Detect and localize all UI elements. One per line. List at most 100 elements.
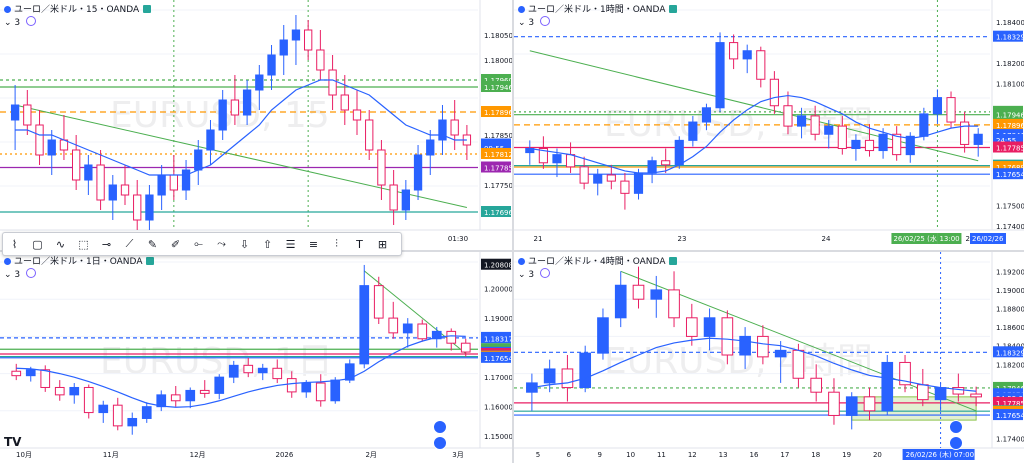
candle-body	[230, 99, 240, 116]
candle-body	[450, 119, 459, 136]
candle-body	[373, 285, 384, 319]
candle-body	[881, 361, 894, 412]
price-label: 1.18050	[484, 32, 512, 40]
candle-body	[402, 323, 413, 334]
candle-body	[878, 133, 888, 152]
candle-body	[316, 49, 325, 71]
text-tool-icon[interactable]: T	[356, 237, 363, 251]
fib-tool-icon[interactable]: ☰	[285, 237, 296, 251]
price-label: 1.18317	[484, 335, 512, 343]
chart-pane-4h[interactable]: EURUSD, 4時間 1.19200 1.19000 1.18800 1.18600…	[514, 252, 1024, 463]
candle-body	[863, 396, 876, 412]
candle-body	[10, 104, 20, 121]
indicator-toggle[interactable]: ⌄ 3	[4, 268, 37, 280]
candle-body	[960, 121, 970, 145]
regression-tool-icon[interactable]: ⫶	[335, 237, 338, 250]
candle-body	[291, 29, 301, 41]
candle-body	[552, 154, 562, 164]
candle-body	[35, 124, 44, 156]
indicator-toggle[interactable]: ⌄ 3	[518, 16, 551, 28]
time-label: 17	[780, 451, 789, 459]
price-label-bg	[481, 106, 511, 117]
candle-body	[257, 367, 268, 374]
arrow-up-tool-icon[interactable]: ⇧	[262, 237, 273, 251]
chart-canvas[interactable]: 1.180501.180001.179601.179461.178961.178…	[0, 0, 512, 250]
horizontal-ray-tool-icon[interactable]: ⟜	[194, 237, 203, 250]
moving-average-line	[529, 94, 979, 174]
parallel-channel-tool-icon[interactable]: ≡	[308, 237, 319, 251]
flag-circle-icon[interactable]	[433, 420, 447, 434]
pencil-tool-icon[interactable]: ✐	[170, 237, 181, 251]
chart-title: ユーロ／米ドル・1時間・OANDA	[518, 2, 678, 15]
price-label: 1.19200	[996, 268, 1024, 276]
indicator-icon[interactable]	[26, 16, 37, 26]
time-label: 12月	[190, 451, 206, 459]
chart-canvas[interactable]: 1.192001.190001.188001.186001.184001.183…	[514, 252, 1024, 463]
image-tool-icon[interactable]: ⊞	[377, 237, 388, 251]
candle-body	[218, 99, 227, 131]
candle-body	[525, 148, 535, 154]
candle-body	[632, 284, 645, 300]
candle-body	[340, 94, 349, 111]
price-label: 1.17896	[484, 109, 512, 117]
candle-body	[181, 169, 191, 191]
candle-body	[108, 184, 117, 201]
price-label-bg	[993, 409, 1023, 421]
flag-circle-icon[interactable]	[949, 420, 963, 434]
crosshair-date: 26/02/25 (水)	[893, 234, 939, 243]
brush-tool-icon[interactable]: ✎	[147, 237, 158, 251]
candle-body	[359, 285, 370, 365]
price-label-bg	[993, 133, 1023, 145]
price-label-bg	[481, 206, 511, 217]
polyline-tool-icon[interactable]: ∿	[55, 237, 66, 251]
price-label-bg	[481, 351, 511, 363]
chart-pane-15m[interactable]: EURUSD, 15 1.180501.180001.179601.179461…	[0, 0, 512, 250]
indicator-toggle[interactable]: ⌄ 3	[518, 268, 551, 280]
candle-body	[810, 115, 820, 135]
time-label: 18	[811, 451, 820, 459]
time-label: 2026	[275, 451, 293, 459]
indicator-icon[interactable]	[540, 268, 551, 278]
candle-body	[647, 160, 657, 174]
candle-body	[170, 394, 181, 402]
candle-body	[824, 125, 834, 135]
comment-tool-icon[interactable]: ▢	[32, 237, 43, 251]
indicator-icon[interactable]	[26, 268, 37, 278]
candle-body	[919, 113, 929, 137]
price-label: 1.17946	[484, 84, 512, 92]
cursor-tool-icon[interactable]: ⌇	[11, 237, 18, 251]
symbol-icon	[518, 6, 525, 13]
rectangle-tool-icon[interactable]: ⬚	[78, 237, 89, 251]
price-label: 1.18400	[996, 19, 1024, 27]
candle-body	[579, 166, 589, 184]
flag-circle-icon[interactable]	[949, 436, 963, 450]
chart-title: ユーロ／米ドル・1日・OANDA	[4, 254, 155, 267]
price-label: 1.18000	[484, 57, 512, 65]
price-label: 1.15000	[484, 433, 512, 441]
candle-body	[330, 379, 341, 402]
chart-pane-1d[interactable]: EURUSD, 1日 1.208081.200001.190001.183291…	[0, 252, 512, 463]
price-label: 1.18100	[996, 80, 1024, 88]
candle-body	[688, 121, 698, 141]
price-label-bg	[481, 81, 511, 92]
candle-body	[579, 352, 592, 389]
indicator-icon[interactable]	[540, 16, 551, 26]
path-tool-icon[interactable]: ⤳	[217, 237, 226, 250]
chart-canvas[interactable]: 1.184001.183291.182001.181001.179601.179…	[514, 0, 1024, 250]
flag-circle-icon[interactable]	[433, 436, 447, 450]
chart-pane-1h[interactable]: EURUSD, 1時間 1.18400 1.18329 1.18200 1.18100…	[514, 0, 1024, 250]
candle-body	[769, 78, 779, 107]
trendline-tool-icon[interactable]: ⟋	[125, 237, 134, 250]
candle-body	[352, 109, 362, 121]
candle-body	[98, 404, 109, 414]
candle-body	[593, 174, 603, 184]
candle-body	[597, 317, 609, 354]
ray-tool-icon[interactable]: ⊸	[101, 237, 112, 251]
candle-body	[685, 317, 698, 337]
chart-title: ユーロ／米ドル・4時間・OANDA	[518, 254, 678, 267]
arrow-down-tool-icon[interactable]: ⇩	[239, 237, 250, 251]
time-label: 5	[536, 451, 540, 459]
indicator-toggle[interactable]: ⌄ 3	[4, 16, 37, 28]
chart-canvas[interactable]: 1.208081.200001.190001.183291.183171.179…	[0, 252, 512, 463]
time-label: 11	[657, 451, 666, 459]
